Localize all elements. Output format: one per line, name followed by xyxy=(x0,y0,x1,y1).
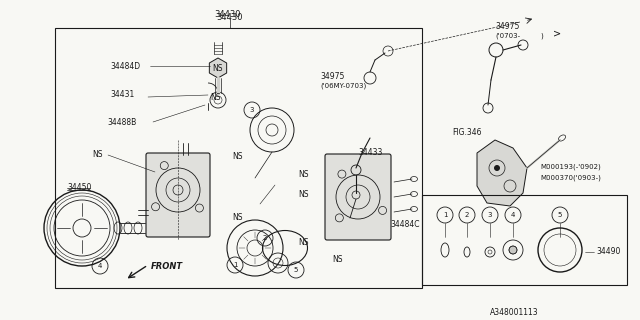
Text: >: > xyxy=(553,28,561,38)
Text: A348001113: A348001113 xyxy=(490,308,539,317)
Text: 2: 2 xyxy=(263,235,267,241)
Text: 5: 5 xyxy=(294,267,298,273)
Text: NS: NS xyxy=(298,190,308,199)
Text: M000370('0903-): M000370('0903-) xyxy=(540,174,601,180)
Text: 4: 4 xyxy=(98,263,102,269)
Text: NS: NS xyxy=(212,64,223,73)
Text: 34431: 34431 xyxy=(110,90,134,99)
Text: 34450: 34450 xyxy=(67,183,92,192)
Bar xyxy=(422,195,627,285)
Text: NS: NS xyxy=(298,238,308,247)
Text: ('0703-: ('0703- xyxy=(495,32,520,38)
Text: 34484D: 34484D xyxy=(110,62,140,71)
Text: 34975: 34975 xyxy=(320,72,344,81)
Circle shape xyxy=(494,165,500,171)
Text: NS: NS xyxy=(232,213,243,222)
Polygon shape xyxy=(477,140,527,206)
Text: 4: 4 xyxy=(511,212,515,218)
Text: 3: 3 xyxy=(488,212,492,218)
Text: NS: NS xyxy=(332,255,342,264)
Text: NS: NS xyxy=(92,150,102,159)
Text: NS: NS xyxy=(232,152,243,161)
Text: FRONT: FRONT xyxy=(151,262,183,271)
Text: NS: NS xyxy=(298,170,308,179)
Text: 34490: 34490 xyxy=(596,247,620,256)
Text: 34484C: 34484C xyxy=(390,220,419,229)
Text: 1: 1 xyxy=(233,262,237,268)
Text: 34430: 34430 xyxy=(217,13,243,22)
Text: 34975: 34975 xyxy=(495,22,520,31)
FancyBboxPatch shape xyxy=(146,153,210,237)
Text: M000193(-'0902): M000193(-'0902) xyxy=(540,163,601,170)
Text: 34488B: 34488B xyxy=(107,118,136,127)
Text: 1: 1 xyxy=(443,212,447,218)
Text: 3: 3 xyxy=(250,107,254,113)
Text: 34430: 34430 xyxy=(215,10,241,19)
Circle shape xyxy=(509,246,517,254)
Text: 5: 5 xyxy=(558,212,562,218)
FancyBboxPatch shape xyxy=(325,154,391,240)
Text: 34433: 34433 xyxy=(358,148,382,157)
Bar xyxy=(55,28,422,288)
Text: NS: NS xyxy=(210,93,221,102)
Polygon shape xyxy=(209,58,227,78)
Text: ): ) xyxy=(540,32,543,38)
Text: 2: 2 xyxy=(465,212,469,218)
Text: FIG.346: FIG.346 xyxy=(452,128,481,137)
Text: ('06MY-0703): ('06MY-0703) xyxy=(320,82,366,89)
